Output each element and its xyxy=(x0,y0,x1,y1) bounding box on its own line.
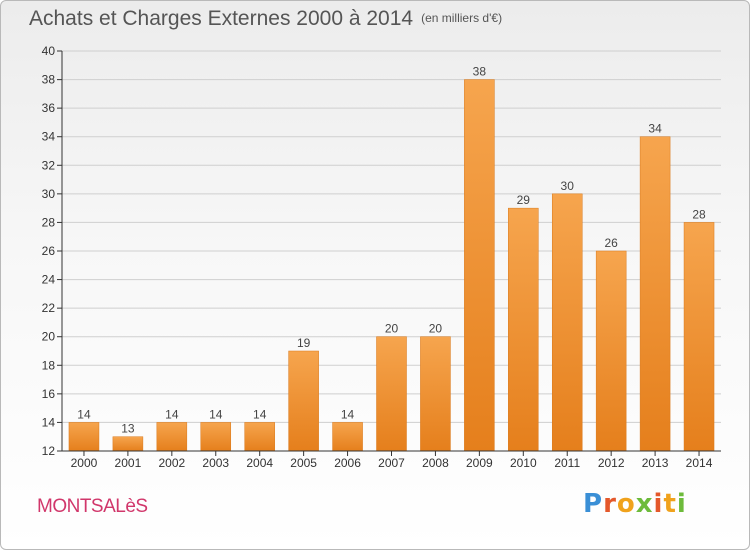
proxiti-logo: Proxiti xyxy=(583,489,687,519)
data-label-2014: 28 xyxy=(692,207,706,221)
x-tick-label-2007: 2007 xyxy=(378,456,405,470)
data-label-2008: 20 xyxy=(429,322,443,336)
data-label-2005: 19 xyxy=(297,336,311,350)
y-tick-label: 34 xyxy=(42,130,56,144)
chart-subtitle: (en milliers d'€) xyxy=(421,11,503,25)
x-tick-label-2001: 2001 xyxy=(115,456,142,470)
data-label-2010: 29 xyxy=(517,193,531,207)
y-tick-label: 14 xyxy=(42,415,56,429)
y-tick-label: 40 xyxy=(42,44,56,58)
y-tick-label: 28 xyxy=(42,215,56,229)
bar-2005 xyxy=(288,350,319,452)
commune-name: MONTSALèS xyxy=(37,496,148,517)
bar-2010 xyxy=(508,207,539,452)
x-tick-label-2011: 2011 xyxy=(554,456,580,470)
data-label-2011: 30 xyxy=(561,179,575,193)
y-tick-label: 22 xyxy=(42,301,56,315)
x-tick-label-2004: 2004 xyxy=(246,456,273,470)
x-tick-label-2013: 2013 xyxy=(642,456,669,470)
bar-2001 xyxy=(112,436,144,452)
bar-2006 xyxy=(332,422,363,452)
chart-title-text: Achats et Charges Externes 2000 à 2014 xyxy=(29,7,414,30)
bar-2012 xyxy=(595,250,627,452)
y-tick-label: 36 xyxy=(42,101,56,115)
y-tick-label: 16 xyxy=(42,387,56,401)
x-tick-label-2014: 2014 xyxy=(686,456,713,470)
data-label-2003: 14 xyxy=(209,407,223,421)
y-tick-label: 24 xyxy=(42,273,56,287)
bar-2009 xyxy=(464,79,495,452)
y-tick-label: 26 xyxy=(42,244,56,258)
bar-2002 xyxy=(156,422,188,452)
y-tick-label: 30 xyxy=(42,187,56,201)
data-label-2001: 13 xyxy=(121,422,135,436)
y-tick-label: 12 xyxy=(42,444,56,458)
x-tick-label-2008: 2008 xyxy=(422,456,449,470)
data-label-2007: 20 xyxy=(385,322,399,336)
bar-2004 xyxy=(244,422,275,452)
y-tick-label: 38 xyxy=(42,73,56,87)
x-tick-label-2009: 2009 xyxy=(466,456,493,470)
bar-2007 xyxy=(376,336,407,452)
data-label-2000: 14 xyxy=(77,407,91,421)
data-label-2002: 14 xyxy=(165,407,179,421)
y-tick-label: 32 xyxy=(42,158,56,172)
y-tick-label: 18 xyxy=(42,358,56,372)
bar-2014 xyxy=(683,222,715,452)
y-tick-label: 20 xyxy=(42,330,56,344)
x-tick-label-2000: 2000 xyxy=(71,456,98,470)
data-label-2009: 38 xyxy=(473,65,487,79)
x-tick-label-2005: 2005 xyxy=(290,456,317,470)
data-label-2006: 14 xyxy=(341,407,355,421)
bar-2008 xyxy=(420,336,451,452)
bar-2011 xyxy=(551,193,583,452)
bar-2003 xyxy=(200,422,232,452)
x-tick-label-2002: 2002 xyxy=(158,456,185,470)
bar-2000 xyxy=(68,422,100,452)
bar-2013 xyxy=(639,136,671,452)
data-label-2004: 14 xyxy=(253,407,267,421)
axes: 12 14 16 18 20 22 24 26 28 30 32 34 36 38 40 2000 2001 20… xyxy=(42,44,721,470)
x-tick-label-2012: 2012 xyxy=(598,456,625,470)
bars: 14 13 14 14 14 19 14 20 20 38 29 30 26 34 28 xyxy=(68,65,715,452)
data-label-2012: 26 xyxy=(604,236,618,250)
x-tick-label-2006: 2006 xyxy=(334,456,361,470)
chart-title: Achats et Charges Externes 2000 à 2014 (e… xyxy=(29,7,502,31)
data-label-2013: 34 xyxy=(648,122,662,136)
x-tick-label-2010: 2010 xyxy=(510,456,537,470)
x-tick-label-2003: 2003 xyxy=(202,456,229,470)
